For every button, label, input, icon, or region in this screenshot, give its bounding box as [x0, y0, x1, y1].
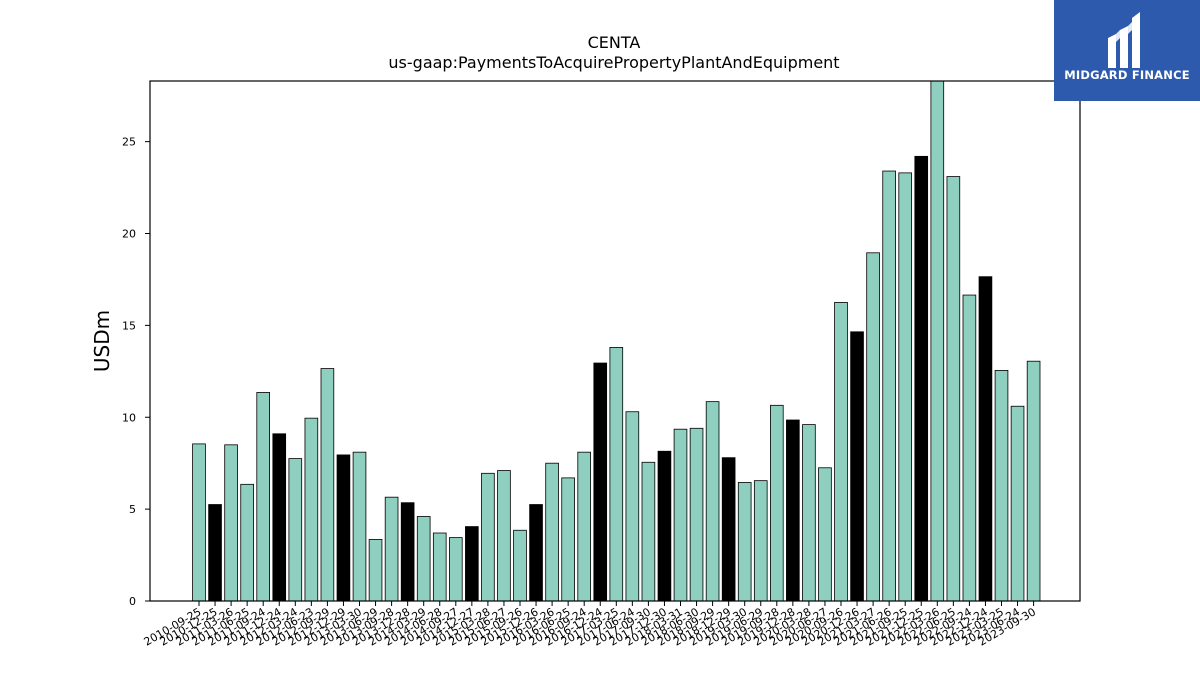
y-tick-label: 5: [129, 503, 136, 516]
bar-2017-03-25: [609, 347, 624, 602]
bar-2013-09-28: [384, 496, 399, 602]
bar-2014-06-28: [432, 532, 447, 602]
bar-2021-12-25: [914, 155, 929, 602]
bar-2022-03-26: [930, 80, 945, 602]
chart-title: CENTA: [588, 33, 641, 52]
bar-2016-03-26: [545, 462, 559, 602]
bar-2021-03-27: [866, 252, 880, 602]
bar-2012-03-24: [288, 458, 303, 602]
bar-2018-12-29: [721, 457, 736, 602]
logo-badge: MIDGARD FINANCE: [1054, 0, 1200, 101]
bar-2017-12-30: [657, 450, 672, 602]
bar-2021-09-25: [898, 172, 912, 602]
y-axis-label: USDm: [90, 310, 114, 372]
bar-2019-03-30: [737, 482, 752, 602]
bar-2017-06-24: [625, 411, 640, 602]
bar-2019-09-28: [770, 404, 784, 602]
bar-2012-09-29: [320, 368, 335, 602]
midgard-logo-icon: [1108, 12, 1140, 68]
chart-subtitle: us-gaap:PaymentsToAcquirePropertyPlantAn…: [388, 53, 839, 72]
bar-2020-12-26: [850, 331, 864, 602]
bar-2023-09-30: [1026, 360, 1041, 602]
bar-2015-06-27: [497, 470, 511, 602]
bar-2011-06-25: [240, 483, 254, 602]
bar-2020-03-28: [802, 424, 816, 602]
bar-2018-09-29: [705, 401, 720, 602]
bar-2011-12-24: [272, 433, 287, 602]
y-axis-ticks: 0 5 10 15 20 25: [122, 136, 150, 608]
bar-2015-09-26: [513, 529, 527, 602]
bar-2014-12-27: [465, 526, 479, 602]
y-tick-label: 25: [122, 136, 136, 149]
y-tick-label: 20: [122, 228, 136, 241]
y-tick-label: 15: [122, 319, 136, 332]
bar-2011-09-24: [256, 392, 270, 602]
bar-2022-12-24: [978, 276, 993, 602]
bar-2016-06-25: [561, 477, 575, 602]
bar-2017-09-30: [641, 461, 656, 602]
bar-2020-06-27: [818, 467, 832, 602]
logo-text: MIDGARD FINANCE: [1064, 68, 1190, 82]
bar-2018-06-30: [689, 427, 704, 602]
bar-2015-12-26: [529, 504, 543, 602]
bar-2013-03-30: [352, 451, 367, 602]
bar-2014-03-29: [416, 516, 431, 602]
bar-2023-03-25: [994, 369, 1009, 602]
bar-2018-03-31: [673, 428, 688, 602]
bar-2013-06-29: [368, 539, 383, 602]
bar-2014-09-27: [448, 537, 463, 602]
y-tick-label: 0: [129, 595, 136, 608]
bar-2016-12-24: [593, 362, 608, 602]
bar-2019-06-29: [753, 480, 768, 602]
bar-2021-06-26: [882, 170, 896, 602]
y-tick-label: 10: [122, 411, 136, 424]
bar-2010-12-25: [208, 504, 222, 602]
plot-frame: [149, 80, 1081, 602]
bar-2012-06-23: [304, 417, 319, 602]
bar-2022-09-24: [962, 294, 977, 602]
bar-2015-03-28: [481, 472, 495, 602]
bar-2016-09-24: [577, 451, 591, 602]
bar-2020-09-26: [834, 302, 848, 602]
x-axis-ticks: 2010-09-252010-12-252011-03-262011-06-25…: [142, 601, 1038, 649]
bar-2019-12-28: [786, 419, 800, 602]
bars-group: [192, 80, 1041, 602]
bar-2013-12-28: [400, 502, 415, 602]
bar-2022-06-25: [946, 176, 961, 602]
bar-2023-06-24: [1010, 405, 1025, 602]
bar-2011-03-26: [224, 444, 238, 602]
bar-2010-09-25: [192, 443, 206, 602]
bar-2012-12-29: [336, 454, 351, 602]
